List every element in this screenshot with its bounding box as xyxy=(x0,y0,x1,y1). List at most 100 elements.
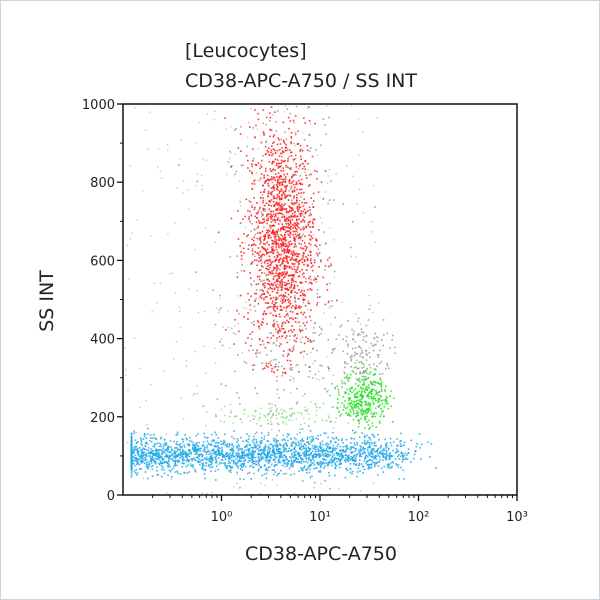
data-point xyxy=(282,178,284,181)
data-point xyxy=(180,327,182,329)
data-point xyxy=(284,249,287,251)
data-point xyxy=(279,452,281,454)
data-point xyxy=(302,444,305,447)
data-point xyxy=(362,465,365,468)
data-point xyxy=(358,464,361,466)
data-point xyxy=(281,194,283,196)
data-point xyxy=(223,462,225,464)
data-point xyxy=(377,455,380,457)
data-point xyxy=(352,418,355,421)
data-point xyxy=(203,310,206,312)
data-point xyxy=(332,431,334,434)
data-point xyxy=(354,459,357,461)
data-point xyxy=(328,448,331,450)
data-point xyxy=(282,140,285,143)
data-point xyxy=(386,364,389,367)
data-point xyxy=(179,310,181,313)
data-point xyxy=(285,443,288,446)
data-point xyxy=(285,245,287,248)
data-point xyxy=(373,445,376,447)
data-point xyxy=(176,433,179,435)
data-point xyxy=(364,452,366,454)
data-point xyxy=(248,435,250,438)
data-point xyxy=(273,189,276,191)
data-point xyxy=(360,463,363,465)
data-point xyxy=(270,151,272,154)
data-point xyxy=(349,471,352,474)
data-point xyxy=(316,453,319,456)
data-point xyxy=(253,259,256,261)
data-point xyxy=(273,215,276,218)
data-point xyxy=(363,468,366,471)
data-point xyxy=(303,208,306,211)
data-point xyxy=(375,382,377,384)
data-point xyxy=(367,441,369,444)
data-point xyxy=(219,341,221,343)
data-point xyxy=(171,476,173,478)
data-point xyxy=(354,444,356,446)
data-point xyxy=(197,433,199,435)
data-point xyxy=(252,456,254,458)
data-point xyxy=(267,454,270,456)
data-point xyxy=(253,243,255,245)
data-point xyxy=(194,248,196,251)
data-point xyxy=(261,293,264,295)
data-point xyxy=(295,442,297,444)
data-point xyxy=(398,478,400,480)
data-point xyxy=(347,343,349,346)
data-point xyxy=(265,153,267,155)
data-point xyxy=(285,223,288,225)
data-point xyxy=(192,445,195,448)
data-point xyxy=(187,459,189,462)
data-point xyxy=(255,464,257,466)
data-point xyxy=(265,457,268,460)
data-point xyxy=(360,398,363,401)
data-point xyxy=(272,320,275,322)
data-point xyxy=(198,460,200,463)
data-point xyxy=(368,404,370,407)
data-point xyxy=(281,241,284,244)
data-point xyxy=(264,210,266,212)
data-point xyxy=(288,267,291,269)
data-point xyxy=(236,276,239,278)
data-point xyxy=(319,364,321,366)
data-point xyxy=(265,253,268,255)
data-point xyxy=(374,241,376,243)
data-point xyxy=(274,281,277,284)
data-point xyxy=(380,408,382,410)
data-point xyxy=(325,454,327,457)
data-point xyxy=(303,422,306,424)
data-point xyxy=(308,174,311,176)
data-point xyxy=(377,354,380,356)
data-point xyxy=(310,281,313,284)
data-point xyxy=(307,225,309,228)
data-point xyxy=(300,282,302,284)
data-point xyxy=(331,300,333,302)
data-point xyxy=(374,368,377,371)
data-point xyxy=(362,412,365,414)
data-point xyxy=(326,289,329,291)
data-point xyxy=(336,406,338,409)
data-point xyxy=(160,457,163,459)
data-point xyxy=(215,413,217,416)
data-point xyxy=(344,362,346,365)
data-point xyxy=(254,310,257,312)
data-point xyxy=(368,373,371,375)
data-point xyxy=(140,443,142,445)
data-point xyxy=(151,457,154,460)
data-point xyxy=(361,448,364,451)
data-point xyxy=(167,465,169,467)
data-point xyxy=(364,370,366,373)
data-point xyxy=(169,450,171,453)
data-point xyxy=(288,210,291,212)
data-point xyxy=(272,284,274,287)
data-point xyxy=(316,293,318,295)
data-point xyxy=(369,371,372,374)
data-point xyxy=(283,142,286,144)
data-point xyxy=(277,234,279,236)
data-point xyxy=(243,450,245,452)
data-point xyxy=(284,459,286,462)
data-point xyxy=(159,282,161,284)
data-point xyxy=(281,258,284,260)
data-point xyxy=(272,185,275,187)
